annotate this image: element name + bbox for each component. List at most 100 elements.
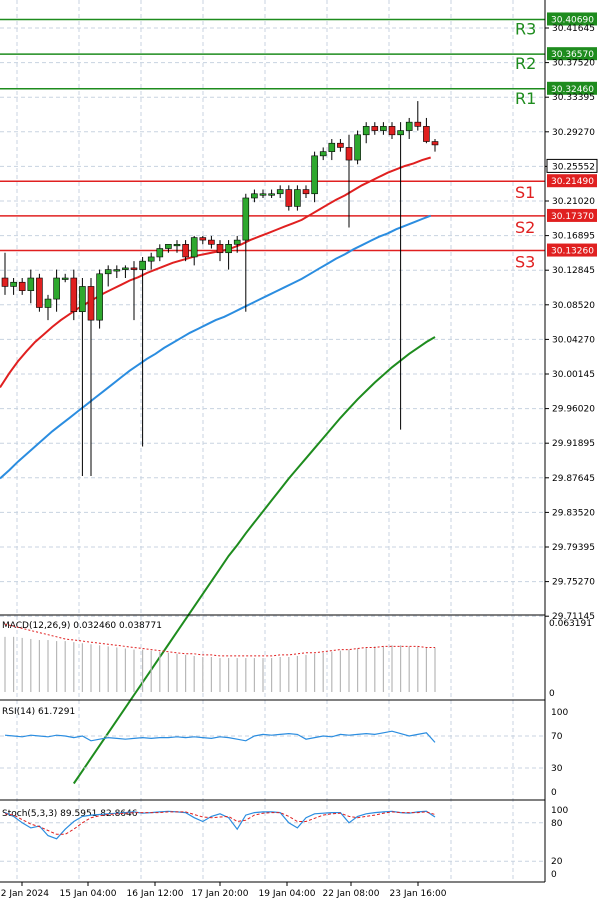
price-tick-label: 30.37520 <box>552 59 595 69</box>
level-name-r2: R2 <box>515 54 536 73</box>
rsi-panel: RSI(14) 61.7291 100 70 30 0 <box>0 707 568 798</box>
candle <box>182 240 189 262</box>
level-tag-s3 <box>547 243 597 257</box>
candle <box>345 134 353 228</box>
price-tick-label: 30.33395 <box>552 93 595 103</box>
candle <box>311 151 318 203</box>
candle <box>53 269 60 312</box>
price-tick-label: 29.71145 <box>552 612 595 622</box>
price-tick-label: 29.87645 <box>552 474 595 484</box>
time-axis: 12 Jan 2024 15 Jan 04:00 16 Jan 12:00 17 Ja… <box>0 882 447 899</box>
candle <box>61 273 69 283</box>
moving-average-line <box>72 336 436 785</box>
level-tag-r3 <box>547 12 597 26</box>
candle <box>1 252 9 295</box>
candle-body <box>414 121 422 127</box>
candle-body <box>53 277 60 300</box>
candle-body <box>18 281 26 291</box>
candle <box>70 269 78 321</box>
candle <box>225 240 232 270</box>
candle-body <box>405 121 413 131</box>
candle <box>27 269 35 304</box>
candle <box>104 265 112 287</box>
candle <box>405 117 413 140</box>
candle <box>362 122 370 144</box>
macd-tick-label: 0 <box>549 689 555 699</box>
level-tag-s1 <box>547 174 597 188</box>
candle-body <box>242 197 250 241</box>
macd-tick-label: 0.063191 <box>549 619 592 629</box>
candle <box>233 235 241 253</box>
level-name-r1: R1 <box>515 89 536 108</box>
candle <box>44 294 52 321</box>
price-tick-label: 29.91895 <box>552 439 595 449</box>
candle <box>414 101 422 131</box>
candle-body <box>182 244 189 258</box>
level-tag-r1 <box>547 81 597 95</box>
current-price-label: 30.25552 <box>552 162 595 172</box>
candle-body <box>199 237 207 241</box>
candle-body <box>87 286 95 321</box>
candle <box>259 189 267 198</box>
candle <box>371 122 379 135</box>
candle-body <box>294 189 301 207</box>
candle <box>423 117 430 144</box>
stochastic-tick-label: 80 <box>551 819 563 829</box>
current-price-tag <box>546 158 598 173</box>
stochastic-label: Stoch(5,3,3) 89.5951 82.8646 <box>2 809 138 819</box>
candle-body <box>130 267 138 270</box>
price-tick-label: 30.04270 <box>552 335 595 345</box>
candle <box>96 269 103 329</box>
candle-body <box>354 134 361 161</box>
candle-body <box>190 237 198 258</box>
price-tick-label: 29.79395 <box>552 543 595 553</box>
time-tick-label: 16 Jan 12:00 <box>127 889 184 899</box>
candle-body <box>36 277 43 308</box>
candle-body <box>302 189 310 195</box>
candle-body <box>268 193 275 196</box>
candle <box>397 122 404 430</box>
level-tag-r2 <box>547 47 597 61</box>
price-tick-label: 30.12845 <box>552 266 595 276</box>
candle-body <box>208 239 215 245</box>
stochastic-tick-label: 0 <box>551 870 557 880</box>
candle <box>431 139 439 152</box>
candle-body <box>423 126 430 142</box>
candle-body <box>397 130 404 136</box>
candle-body <box>147 256 155 262</box>
candle <box>302 185 310 198</box>
level-name-s2: S2 <box>515 218 535 237</box>
candle-body <box>319 151 327 157</box>
price-tick-label: 30.16895 <box>552 232 595 242</box>
rsi-tick-label: 0 <box>551 788 557 798</box>
candle <box>251 189 258 203</box>
candle-body <box>285 189 293 207</box>
candle-body <box>79 286 86 313</box>
grid <box>0 0 545 882</box>
price-tick-label: 29.96020 <box>552 405 595 415</box>
candle-body <box>362 126 370 136</box>
level-value-r3: 30.40690 <box>551 15 594 25</box>
candle <box>147 252 155 270</box>
candle <box>173 240 181 253</box>
rsi-tick-label: 70 <box>551 732 563 742</box>
candle <box>87 278 95 476</box>
level-tag-s2 <box>547 208 597 222</box>
candle <box>242 193 250 312</box>
price-axis: 30.41645 30.37520 30.33395 30.29270 30.21020… <box>545 24 598 622</box>
candle-body <box>96 273 103 321</box>
rsi-tick-label: 30 <box>551 764 563 774</box>
level-name-r3: R3 <box>515 19 536 38</box>
candle-body <box>165 244 172 249</box>
level-name-s1: S1 <box>515 183 535 202</box>
candle <box>10 278 17 295</box>
level-value-s1: 30.21490 <box>551 177 594 187</box>
macd-signal-line <box>4 623 435 657</box>
candle <box>388 122 396 140</box>
level-value-s3: 30.13260 <box>551 247 594 257</box>
candle <box>113 265 121 279</box>
candle-body <box>216 244 224 254</box>
candle-body <box>276 189 284 195</box>
time-tick-label: 17 Jan 20:00 <box>192 889 249 899</box>
time-tick-label: 19 Jan 04:00 <box>259 889 316 899</box>
